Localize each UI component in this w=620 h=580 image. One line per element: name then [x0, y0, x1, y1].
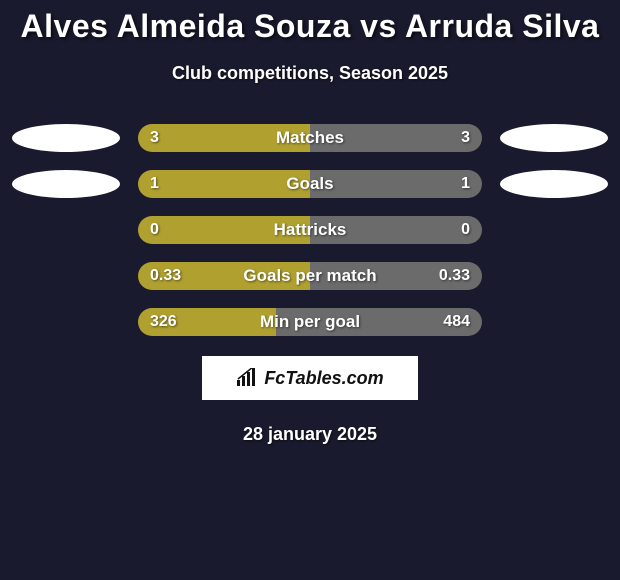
logo-box: FcTables.com: [202, 356, 418, 400]
left-oval-slot: [12, 170, 120, 198]
right-oval-slot: [500, 124, 608, 152]
stat-row: 33Matches: [0, 124, 620, 152]
left-oval-slot: [12, 262, 120, 290]
stat-row: 00Hattricks: [0, 216, 620, 244]
right-oval-slot: [500, 308, 608, 336]
date-line: 28 january 2025: [0, 424, 620, 445]
right-oval-slot: [500, 216, 608, 244]
left-oval-slot: [12, 308, 120, 336]
stat-value-left: 1: [150, 170, 159, 198]
stat-bar: 33Matches: [138, 124, 482, 152]
right-oval-slot: [500, 170, 608, 198]
page-title: Alves Almeida Souza vs Arruda Silva: [0, 8, 620, 45]
player-oval-left: [12, 170, 120, 198]
stats-rows: 33Matches11Goals00Hattricks0.330.33Goals…: [0, 124, 620, 336]
stat-bar: 11Goals: [138, 170, 482, 198]
stat-value-left: 3: [150, 124, 159, 152]
stat-value-right: 484: [443, 308, 470, 336]
bar-left-fill: [138, 170, 310, 198]
stat-bar: 326484Min per goal: [138, 308, 482, 336]
stat-value-right: 3: [461, 124, 470, 152]
bar-right-fill: [310, 124, 482, 152]
stat-value-right: 1: [461, 170, 470, 198]
page-subtitle: Club competitions, Season 2025: [0, 63, 620, 84]
left-oval-slot: [12, 124, 120, 152]
bar-left-fill: [138, 124, 310, 152]
stat-value-right: 0.33: [439, 262, 470, 290]
stat-value-left: 326: [150, 308, 177, 336]
stat-value-left: 0.33: [150, 262, 181, 290]
stat-value-left: 0: [150, 216, 159, 244]
stat-row: 0.330.33Goals per match: [0, 262, 620, 290]
player-oval-right: [500, 170, 608, 198]
stat-bar: 00Hattricks: [138, 216, 482, 244]
stat-bar: 0.330.33Goals per match: [138, 262, 482, 290]
player-oval-left: [12, 124, 120, 152]
stat-row: 11Goals: [0, 170, 620, 198]
bar-right-fill: [310, 216, 482, 244]
bar-right-fill: [310, 170, 482, 198]
left-oval-slot: [12, 216, 120, 244]
chart-icon: [236, 368, 258, 388]
comparison-card: Alves Almeida Souza vs Arruda Silva Club…: [0, 0, 620, 445]
right-oval-slot: [500, 262, 608, 290]
player-oval-right: [500, 124, 608, 152]
stat-row: 326484Min per goal: [0, 308, 620, 336]
stat-value-right: 0: [461, 216, 470, 244]
logo-text: FcTables.com: [264, 368, 383, 389]
bar-left-fill: [138, 216, 310, 244]
